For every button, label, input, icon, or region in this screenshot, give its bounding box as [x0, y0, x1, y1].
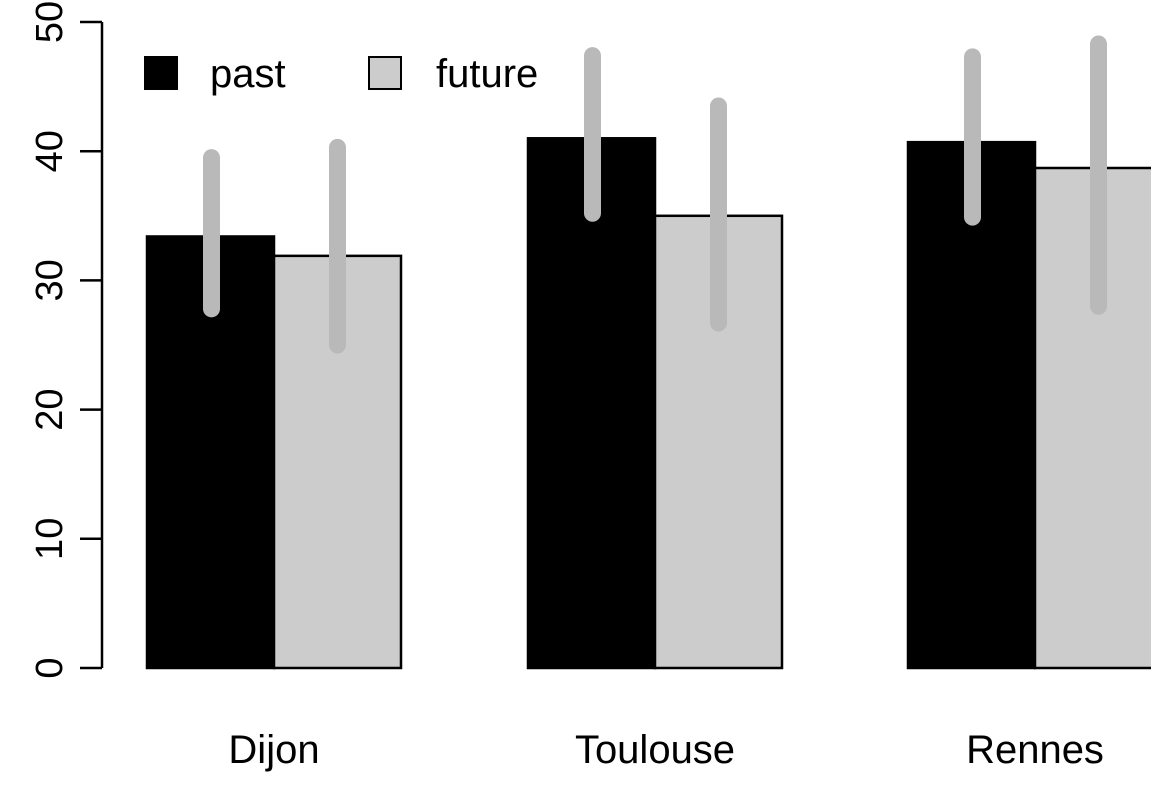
y-tick-label: 30 [29, 259, 71, 301]
y-axis: 0 10 20 30 40 50 [29, 1, 104, 679]
y-tick-label: 50 [29, 1, 71, 43]
category-label-dijon: Dijon [228, 728, 319, 772]
y-tick-label: 0 [29, 657, 71, 678]
error-bars-group [203, 35, 1107, 354]
legend-label-future: future [436, 52, 538, 96]
bar-past-rennes [906, 140, 1037, 670]
category-label-rennes: Rennes [966, 728, 1104, 772]
legend-label-past: past [210, 52, 286, 96]
category-label-toulouse: Toulouse [575, 728, 735, 772]
bars-group [145, 137, 1151, 670]
legend-swatch-past [144, 56, 178, 90]
legend-swatch-future [368, 56, 402, 90]
category-labels: Dijon Toulouse Rennes [228, 728, 1104, 772]
y-tick-label: 40 [29, 130, 71, 172]
y-tick-label: 20 [29, 388, 71, 430]
bar-past-toulouse [526, 137, 657, 670]
y-tick-label: 10 [29, 518, 71, 560]
legend: past future [144, 52, 538, 96]
